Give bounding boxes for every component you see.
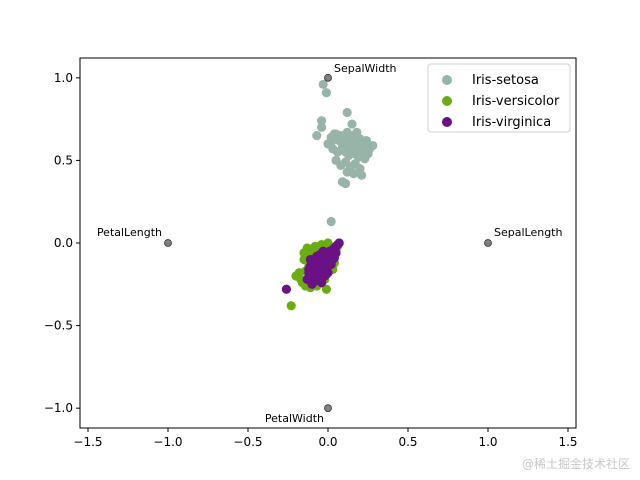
data-point-iris-setosa xyxy=(317,122,327,132)
x-tick-label: −1.0 xyxy=(153,435,182,449)
y-tick-label: −1.0 xyxy=(44,401,73,415)
anchor-point-sepalwidth xyxy=(324,73,332,82)
anchor-label-petalwidth: PetalWidth xyxy=(265,412,324,425)
data-point-iris-setosa xyxy=(312,131,322,141)
data-point-iris-virginica xyxy=(321,269,331,279)
anchor-label-sepallength: SepalLength xyxy=(494,226,562,239)
legend-box xyxy=(427,63,571,133)
data-point-iris-setosa xyxy=(347,119,357,129)
legend: Iris-setosa Iris-versicolor Iris-virginica xyxy=(427,63,571,133)
y-tick-label: −0.5 xyxy=(44,319,73,333)
data-point-iris-setosa xyxy=(329,129,339,139)
y-tick-label: 0.5 xyxy=(54,153,73,167)
data-point-iris-versicolor xyxy=(299,248,309,258)
data-point-iris-setosa xyxy=(318,79,328,90)
legend-marker-iris-setosa xyxy=(442,75,452,85)
data-point-iris-setosa xyxy=(342,107,352,118)
data-point-iris-virginica xyxy=(305,254,315,265)
data-point-iris-setosa xyxy=(349,169,359,179)
legend-label-iris-setosa: Iris-setosa xyxy=(472,73,539,88)
data-point-iris-setosa xyxy=(334,135,344,146)
x-tick-label: −1.5 xyxy=(73,435,102,449)
data-point-iris-versicolor xyxy=(296,274,306,284)
legend-marker-iris-virginica xyxy=(442,117,452,127)
anchor-point-sepallength xyxy=(484,239,492,247)
plot-points xyxy=(281,79,378,311)
data-point-iris-virginica xyxy=(328,245,338,255)
x-tick-label: 0.0 xyxy=(318,435,337,449)
legend-marker-iris-versicolor xyxy=(442,96,452,106)
data-point-iris-virginica xyxy=(281,284,291,294)
watermark: @稀土掘金技术社区 xyxy=(521,457,630,471)
y-tick-label: 1.0 xyxy=(54,71,73,85)
data-point-iris-versicolor xyxy=(286,301,296,311)
x-tick-label: −0.5 xyxy=(233,435,262,449)
y-tick-label: 0.0 xyxy=(54,236,73,250)
data-point-iris-setosa xyxy=(326,137,336,147)
anchor-point-petallength xyxy=(164,239,172,247)
anchor-layer: SepalLength SepalWidth PetalLength PetalWid… xyxy=(97,62,563,425)
data-point-iris-setosa xyxy=(344,140,354,151)
anchor-label-petallength: PetalLength xyxy=(97,226,162,239)
x-axis: −1.5 −1.0 −0.5 0.0 0.5 1.0 1.5 xyxy=(73,428,578,449)
data-point-iris-setosa xyxy=(357,170,367,180)
data-point-iris-virginica xyxy=(312,274,322,284)
legend-label-iris-versicolor: Iris-versicolor xyxy=(472,94,560,109)
x-tick-label: 0.5 xyxy=(398,435,417,449)
data-point-iris-setosa xyxy=(353,144,363,154)
data-point-iris-setosa xyxy=(326,216,336,227)
data-point-iris-setosa xyxy=(361,135,371,146)
data-point-iris-setosa xyxy=(321,88,331,98)
y-axis: −1.0 −0.5 0.0 0.5 1.0 xyxy=(44,71,80,415)
data-point-iris-versicolor xyxy=(321,284,331,294)
data-point-iris-setosa xyxy=(352,127,362,137)
data-point-iris-setosa xyxy=(317,116,327,126)
data-point-iris-virginica xyxy=(329,253,339,263)
data-point-iris-setosa xyxy=(368,140,378,151)
data-point-iris-virginica xyxy=(323,261,333,271)
x-tick-label: 1.5 xyxy=(558,435,577,449)
data-point-iris-setosa xyxy=(341,178,351,189)
data-point-iris-versicolor xyxy=(299,254,309,265)
legend-label-iris-virginica: Iris-virginica xyxy=(472,115,551,130)
anchor-label-sepalwidth: SepalWidth xyxy=(334,62,397,75)
data-point-iris-setosa xyxy=(363,149,373,159)
anchor-point-petalwidth xyxy=(324,404,332,413)
data-point-iris-virginica xyxy=(315,249,325,260)
x-tick-label: 1.0 xyxy=(478,435,497,449)
